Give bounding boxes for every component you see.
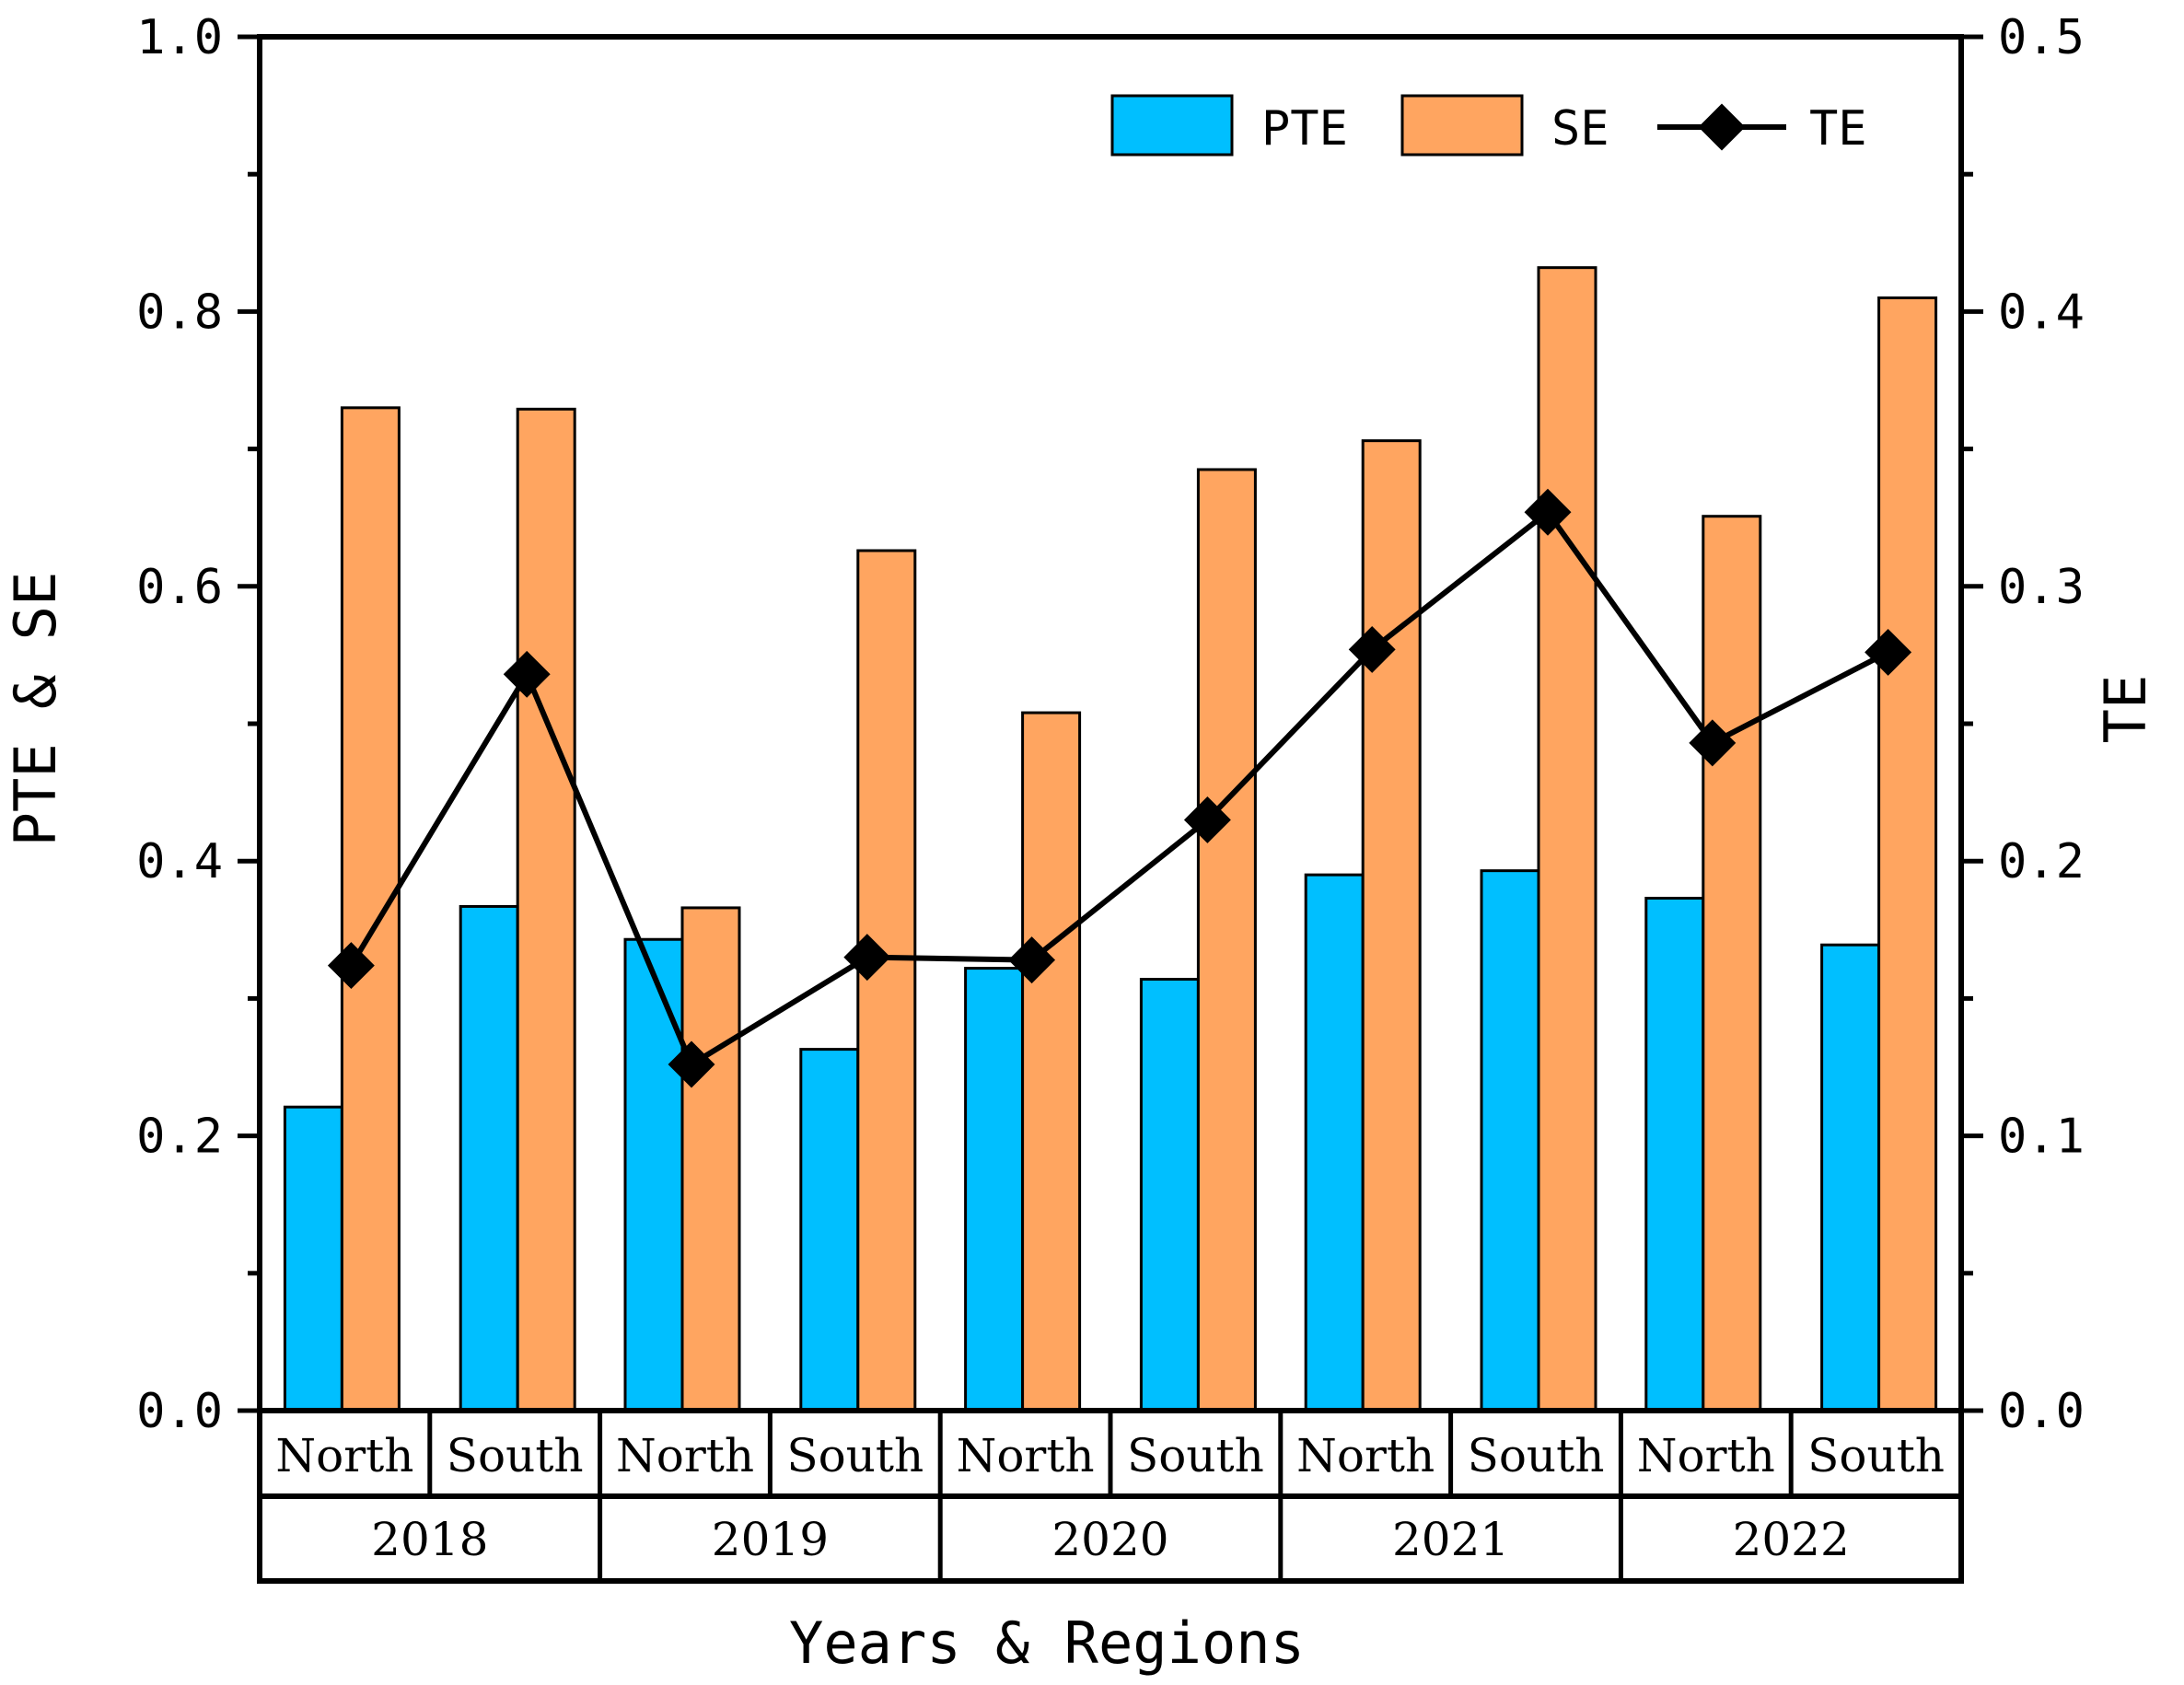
category-table: North South North South North South North South… <box>257 1411 1964 1584</box>
legend-label-pte: PTE <box>1261 101 1348 157</box>
y-tick-label: 0.8 <box>136 285 223 340</box>
category-label: South <box>1807 1429 1945 1482</box>
legend-marker-te <box>1698 103 1746 151</box>
y2-tick-label: 0.2 <box>1998 834 2085 889</box>
bar-se-2018-north <box>340 406 401 1412</box>
bar-pte-2019-north <box>623 937 684 1412</box>
legend-swatch-se <box>1400 94 1524 157</box>
bar-se-2021-south <box>1537 266 1597 1412</box>
bar-se-2022-north <box>1702 515 1762 1412</box>
category-label: North <box>957 1429 1095 1482</box>
group-label: 2020 <box>1051 1513 1168 1566</box>
bar-se-2019-north <box>680 906 741 1412</box>
bar-se-2021-north <box>1361 439 1422 1412</box>
bar-pte-2018-south <box>459 904 519 1412</box>
group-label: 2018 <box>371 1513 488 1566</box>
bar-pte-2021-south <box>1480 869 1540 1412</box>
bar-se-2019-south <box>856 549 917 1412</box>
y-tick-label: 0.0 <box>136 1384 223 1439</box>
x-axis-title: Years & Regions <box>789 1609 1305 1677</box>
category-label: South <box>1468 1429 1605 1482</box>
bar-pte-2020-south <box>1139 978 1200 1412</box>
category-label: South <box>1127 1429 1264 1482</box>
te-point-2019-south <box>843 934 891 982</box>
te-point-2018-north <box>327 942 375 990</box>
bar-pte-2021-north <box>1304 873 1365 1412</box>
category-label: North <box>616 1429 754 1482</box>
te-series-line <box>348 507 1889 1069</box>
legend-label-te: TE <box>1809 101 1867 157</box>
legend-swatch-pte <box>1110 94 1234 157</box>
te-point-2020-north <box>1008 936 1056 984</box>
te-point-2021-south <box>1524 488 1572 536</box>
bar-pte-2020-north <box>964 967 1025 1412</box>
bar-se-2020-north <box>1021 711 1082 1412</box>
bar-se-2022-south <box>1877 296 1938 1412</box>
bar-se-2018-south <box>516 407 576 1412</box>
category-label: North <box>275 1429 413 1482</box>
y2-tick-label: 0.5 <box>1998 10 2085 65</box>
te-point-2018-south <box>503 650 551 698</box>
te-line-layer <box>327 488 1912 1088</box>
category-label: South <box>447 1429 584 1482</box>
bar-pte-2022-south <box>1820 943 1881 1412</box>
y-tick-label: 0.2 <box>136 1110 223 1165</box>
bar-pte-2019-south <box>799 1048 860 1412</box>
y2-tick-label: 0.1 <box>1998 1110 2085 1165</box>
y2-tick-label: 0.0 <box>1998 1384 2085 1439</box>
group-label: 2019 <box>712 1513 829 1566</box>
group-label: 2022 <box>1733 1513 1850 1566</box>
y2-tick-label: 0.3 <box>1998 560 2085 615</box>
y2-tick-label: 0.4 <box>1998 285 2085 340</box>
bar-pte-2022-north <box>1644 896 1705 1412</box>
legend-label-se: SE <box>1551 101 1609 157</box>
te-point-2020-south <box>1183 796 1231 843</box>
y-tick-label: 0.6 <box>136 560 223 615</box>
category-label: North <box>1296 1429 1435 1482</box>
bar-se-2020-south <box>1196 468 1257 1412</box>
te-point-2022-south <box>1865 628 1912 676</box>
bar-pte-2018-north <box>283 1105 343 1412</box>
category-label: North <box>1637 1429 1775 1482</box>
y2-axis-title: TE <box>2092 675 2159 744</box>
y-axis-title: PTE & SE <box>2 572 69 847</box>
y-tick-label: 1.0 <box>136 10 223 65</box>
te-point-2021-north <box>1348 625 1396 673</box>
te-point-2022-north <box>1689 719 1737 767</box>
category-label: South <box>786 1429 924 1482</box>
te-point-2019-north <box>668 1040 715 1088</box>
axes-layer: 0.0 0.2 0.4 0.6 0.8 1.0 0.0 0.1 0.2 0.3 0.4 0.5 <box>136 10 2085 1439</box>
group-label: 2021 <box>1392 1513 1509 1566</box>
legend: PTE SE TE <box>1110 94 1867 157</box>
y-tick-label: 0.4 <box>136 834 223 889</box>
bars-layer <box>283 266 1938 1412</box>
